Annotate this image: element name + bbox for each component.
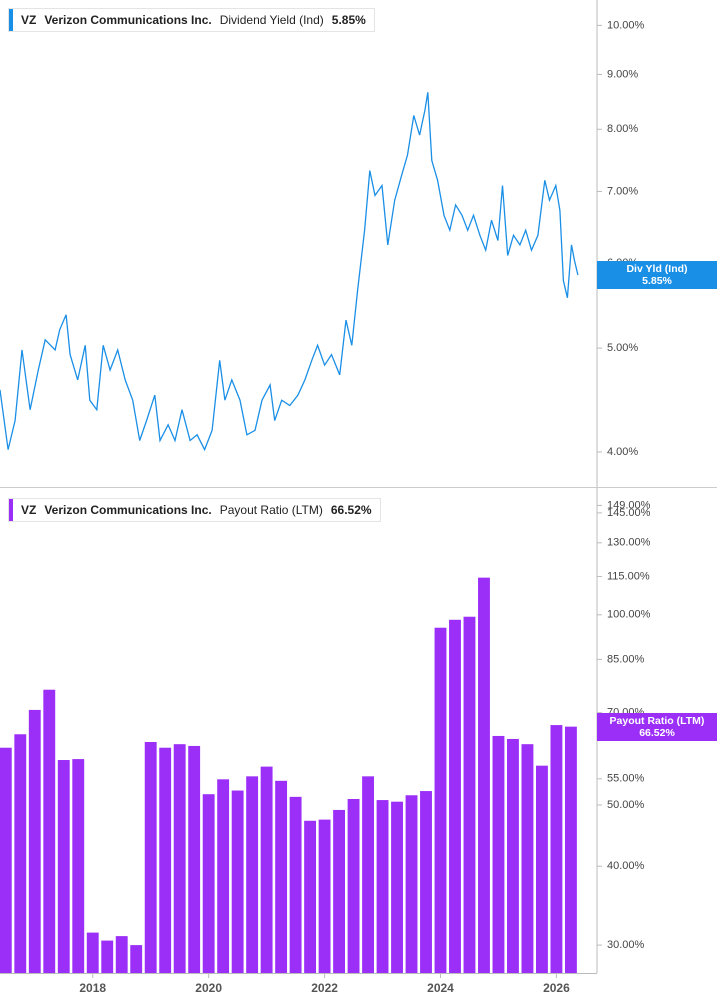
bar [304,820,317,973]
bar [260,766,273,973]
x-tick-label: 2018 [79,981,106,995]
bar [188,745,201,973]
bar [0,747,12,973]
legend-ticker: VZ [21,13,37,27]
bar [202,794,215,973]
bar [101,940,114,973]
legend-company: Verizon Communications Inc. [44,503,212,517]
x-tick-label: 2020 [195,981,222,995]
x-tick-label: 2022 [311,981,338,995]
bar [405,795,418,973]
y-tick-label: 10.00% [607,19,645,31]
current-value: 66.52% [639,726,675,739]
legend-swatch [9,499,13,521]
legend: VZ Verizon Communications Inc. Payout Rati… [8,498,381,522]
bar [115,936,128,973]
bar [28,709,41,973]
x-tick-label: 2026 [543,981,570,995]
bar [14,734,27,973]
y-tick-label: 149.00% [607,499,651,511]
current-value-marker: Payout Ratio (LTM) 66.52% [597,712,717,741]
x-tick-label: 2024 [427,981,454,995]
y-tick-label: 50.00% [607,799,645,811]
y-tick-label: 40.00% [607,860,645,872]
bar [217,779,230,973]
y-tick-label: 115.00% [607,570,650,582]
y-tick-label: 30.00% [607,939,645,951]
bar [391,801,403,973]
bar [246,776,259,973]
y-tick-label: 85.00% [607,653,645,665]
bar [362,776,374,973]
current-label: Div Yld (Ind) [626,262,688,275]
legend-value: 5.85% [331,13,366,27]
bar [420,791,432,973]
bar [463,616,476,973]
yield-line [0,92,579,452]
y-tick-label: 8.00% [607,123,638,135]
legend-value: 66.52% [330,503,372,517]
bar [550,725,563,973]
bar [333,809,346,973]
y-tick-label: 145.00% [607,507,651,519]
y-tick-label: 7.00% [607,185,638,197]
bar [521,744,534,973]
y-tick-label: 9.00% [607,68,638,80]
bar [492,735,505,973]
legend: VZ Verizon Communications Inc. Dividend Yi… [8,8,375,32]
bar [347,798,360,973]
bar [449,619,461,973]
bar [478,577,490,973]
y-tick-label: 55.00% [607,773,645,785]
bar [144,741,157,973]
y-tick-label: 5.00% [607,342,638,354]
bar [130,945,143,973]
bar [289,796,302,973]
legend-company: Verizon Communications Inc. [44,13,212,27]
bar [318,819,331,973]
bar [43,689,56,973]
current-value-marker: Div Yld (Ind) 5.85% [597,260,717,289]
bar [275,780,288,973]
bar [434,627,447,973]
legend-swatch [9,9,13,31]
y-tick-label: 100.00% [607,609,651,621]
bar [159,747,172,973]
legend-ticker: VZ [21,503,37,517]
bar [173,744,186,973]
bar [72,759,85,973]
y-tick-label: 4.00% [607,446,638,458]
bar [231,790,244,973]
current-value: 5.85% [642,274,672,287]
legend-series: Payout Ratio (LTM) [219,503,323,517]
current-label: Payout Ratio (LTM) [609,714,705,727]
bar [564,726,577,973]
bar [507,738,519,973]
bar [535,765,548,973]
bar [376,800,389,973]
bar [57,760,70,973]
bar [86,932,99,973]
y-tick-label: 130.00% [607,537,651,549]
legend-series: Dividend Yield (Ind) [219,13,324,27]
